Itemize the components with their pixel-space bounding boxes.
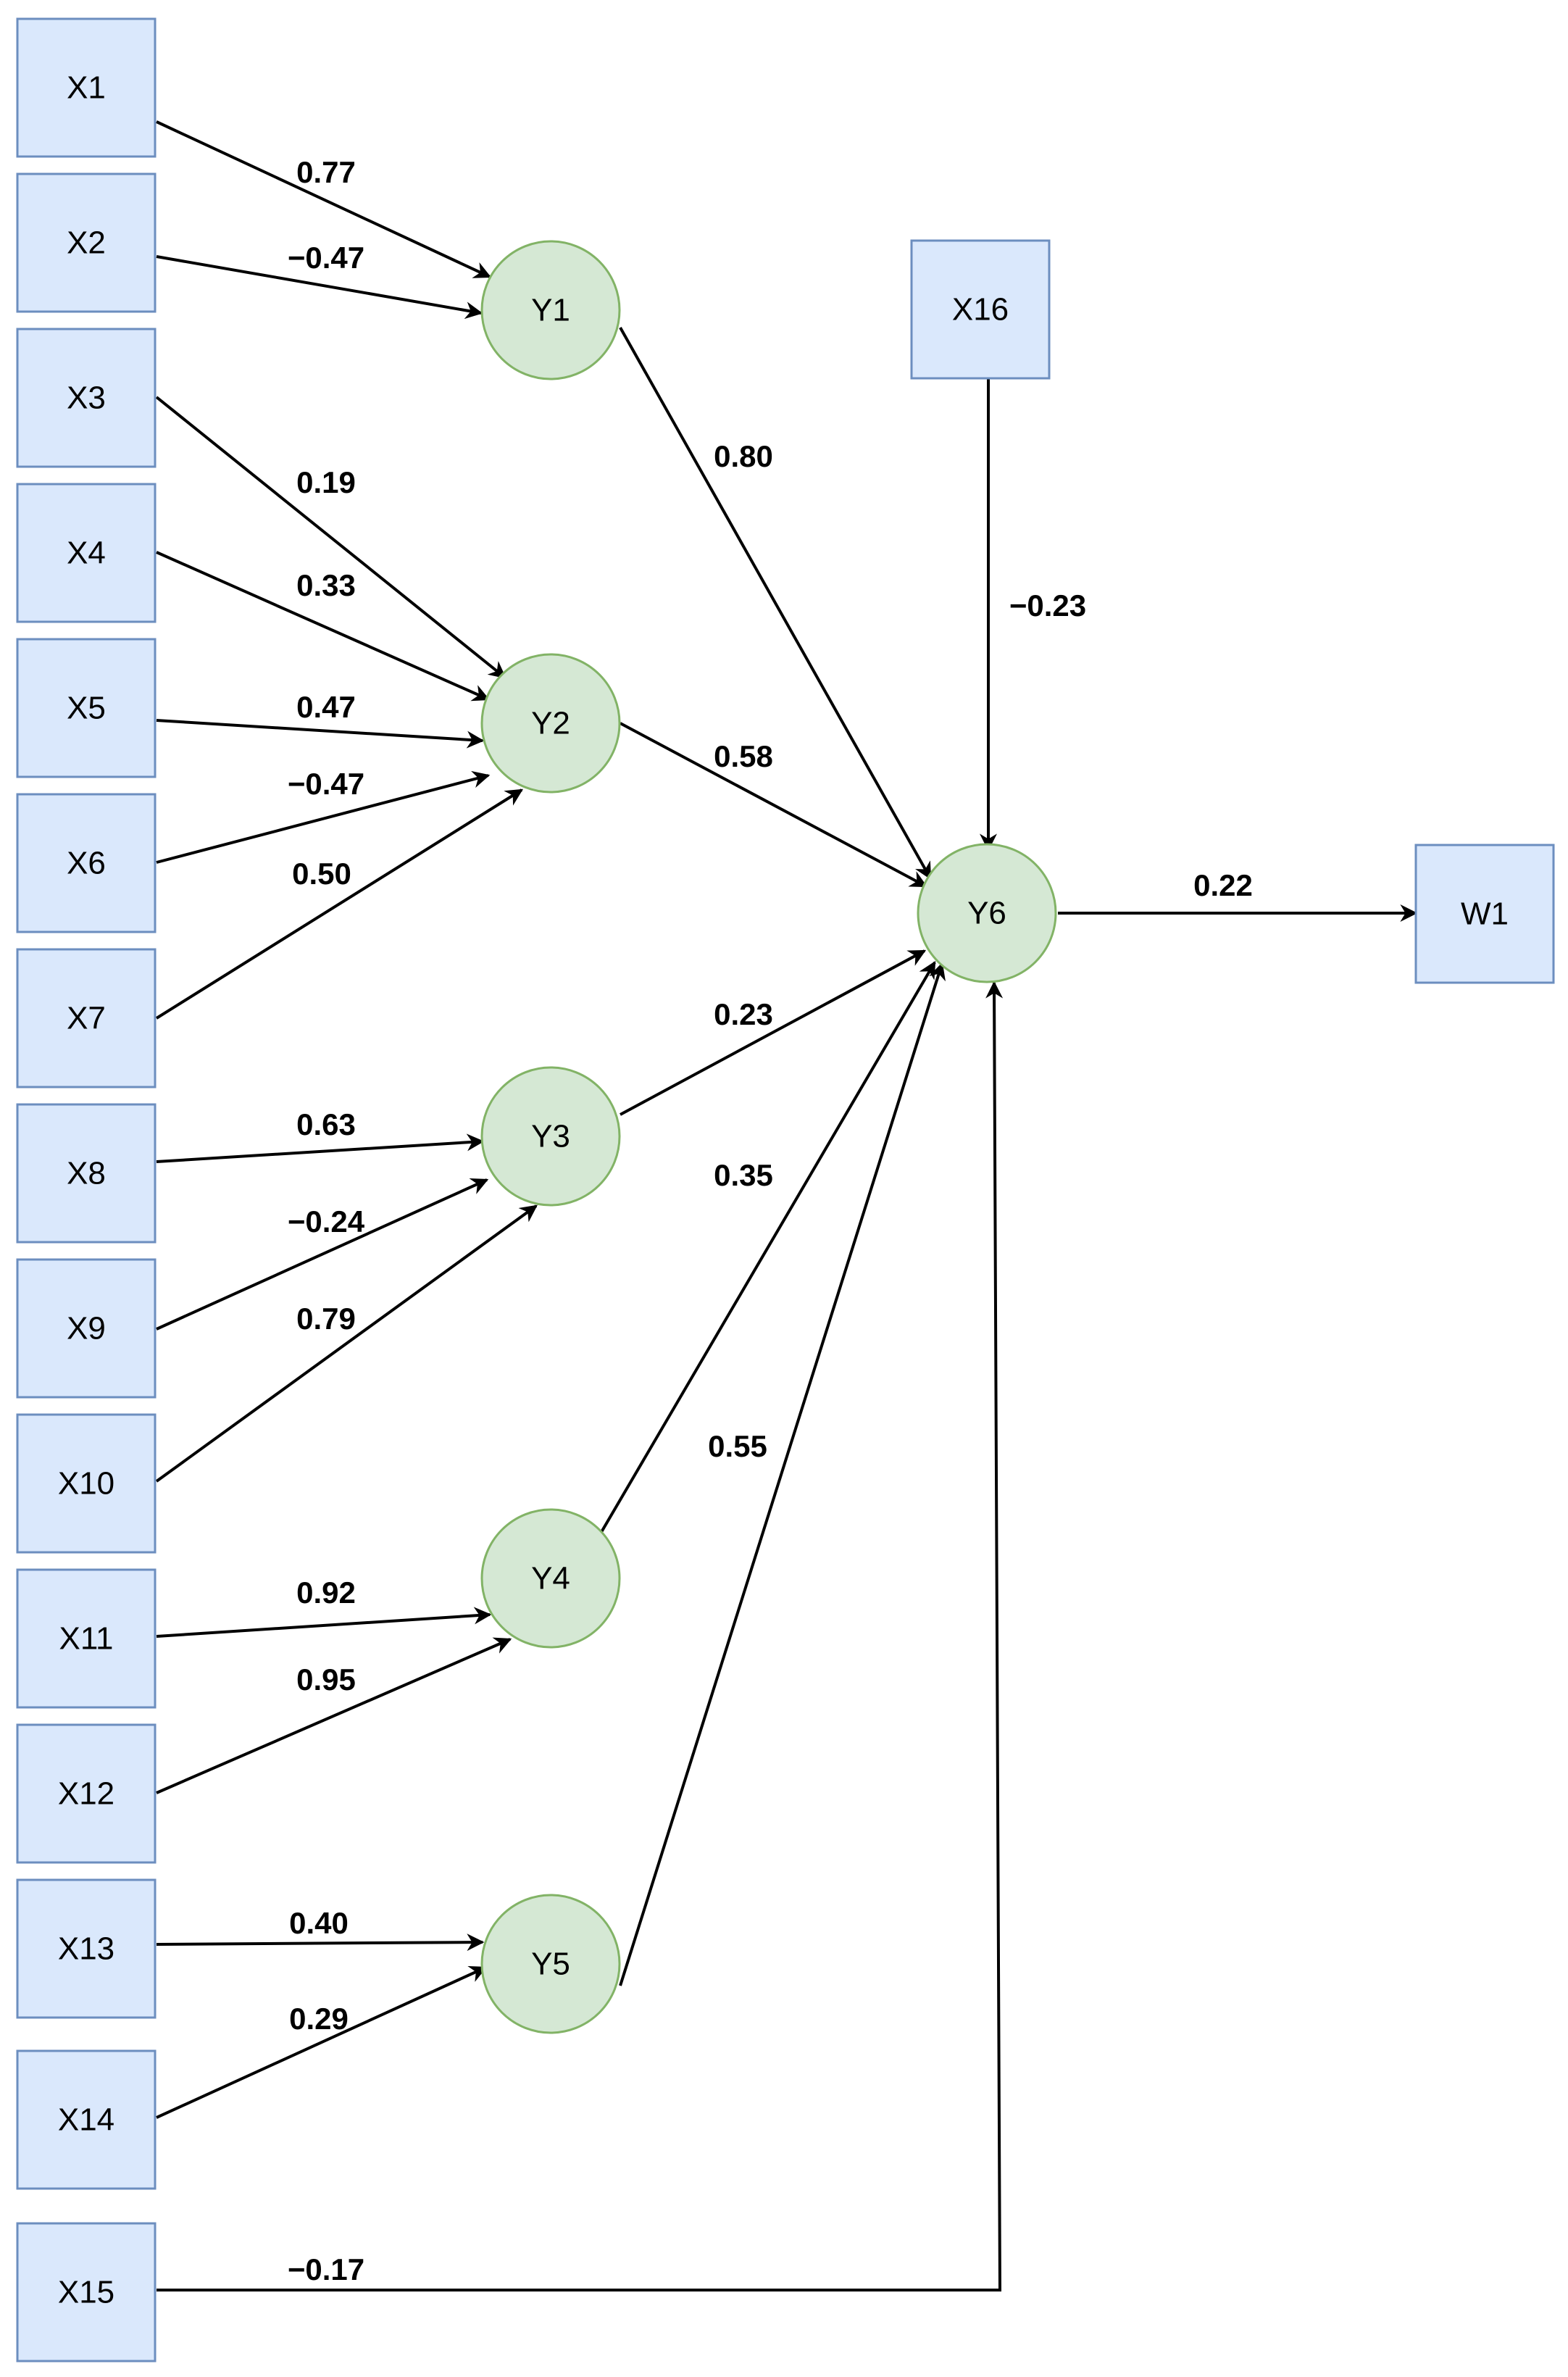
edge-x13-y5 [156,1933,485,1952]
edge-x15-y6 [157,981,1004,2291]
weight-x4-y2: 0.33 [296,568,356,602]
weight-x8-y3: 0.63 [296,1107,356,1141]
node-x11: X11 [16,1568,157,1709]
edge-y3-y6 [620,949,927,1116]
node-y1-label: Y1 [531,293,570,328]
node-x10-label: X10 [58,1466,114,1502]
node-w1-label: W1 [1461,896,1509,932]
node-y2-label: Y2 [531,706,570,741]
node-x16: X16 [910,239,1051,380]
node-x11-label: X11 [59,1621,113,1657]
weight-x2-y1: −0.47 [288,241,364,275]
node-x6-label: X6 [67,846,106,881]
node-x6: X6 [16,793,157,933]
edge-x7-y2 [155,788,524,1020]
edge-x5-y2 [156,719,485,749]
node-x2-label: X2 [67,225,106,261]
edge-x9-y3 [156,1178,489,1331]
weight-x14-y5: 0.29 [289,2002,349,2036]
node-y6-label: Y6 [967,896,1006,931]
x-nodes-group: X1 X2 X3 X4 X5 X6 X7 X8 X9 X10 X11 X12 X… [16,17,1555,2363]
edge-x2-y1 [156,255,483,320]
node-x4-label: X4 [67,536,106,571]
node-x13-label: X13 [58,1931,114,1967]
edge-x12-y4 [156,1637,512,1794]
weight-x12-y4: 0.95 [296,1662,356,1697]
weight-x7-y2: 0.50 [292,857,351,891]
weight-x15-y6: −0.17 [288,2252,364,2286]
node-w1: W1 [1414,844,1555,984]
node-x5-label: X5 [67,691,106,726]
node-y4: Y4 [480,1508,621,1649]
edge-x10-y3 [155,1204,538,1483]
node-y6: Y6 [917,843,1057,983]
edge-y4-y6 [600,960,936,1533]
node-x3: X3 [16,328,157,468]
node-x9: X9 [16,1258,157,1399]
weights-group: 0.77 −0.47 0.19 0.33 0.47 −0.47 0.50 0.6… [288,155,1253,2286]
node-x5: X5 [16,638,157,778]
node-x2: X2 [16,172,157,313]
y-nodes-group: Y1 Y2 Y3 Y4 Y5 Y6 [480,240,1057,2034]
weight-x13-y5: 0.40 [289,1906,349,1940]
node-x12: X12 [16,1723,157,1864]
node-x9-label: X9 [67,1311,106,1346]
node-x1: X1 [16,17,157,158]
edges-group [155,120,1418,2291]
edge-x14-y5 [156,1966,488,2119]
edge-x11-y4 [156,1607,492,1638]
node-x7-label: X7 [67,1001,106,1036]
node-x15-label: X15 [58,2275,114,2310]
edge-x4-y2 [156,551,491,702]
edge-x1-y1 [156,120,492,278]
node-x15: X15 [16,2222,157,2363]
node-x1-label: X1 [67,70,106,106]
weight-x5-y2: 0.47 [296,690,356,724]
node-x16-label: X16 [952,292,1009,328]
weight-y1-y6: 0.80 [714,439,773,473]
node-x3-label: X3 [67,380,106,416]
weight-x3-y2: 0.19 [296,465,356,499]
weight-x6-y2: −0.47 [288,767,364,801]
node-y1: Y1 [480,240,621,380]
weight-x1-y1: 0.77 [296,155,356,189]
edge-y1-y6 [619,327,932,881]
node-x8-label: X8 [67,1156,106,1191]
edge-x8-y3 [156,1133,485,1163]
edge-x3-y2 [155,396,506,679]
node-y4-label: Y4 [531,1561,570,1597]
node-x12-label: X12 [58,1776,114,1812]
node-x4: X4 [16,483,157,623]
weight-y6-w1: 0.22 [1193,868,1253,902]
node-x10: X10 [16,1413,157,1554]
weight-y4-y6: 0.35 [714,1158,773,1192]
edge-y2-y6 [620,722,928,888]
edge-x6-y2 [156,770,491,864]
node-y5-label: Y5 [531,1947,570,1982]
node-x14-label: X14 [58,2102,114,2138]
node-x13: X13 [16,1878,157,2019]
node-x7: X7 [16,948,157,1088]
weight-y5-y6: 0.55 [708,1429,767,1463]
node-y3-label: Y3 [531,1119,570,1154]
node-y3: Y3 [480,1066,621,1207]
node-x14: X14 [16,2049,157,2190]
weight-y2-y6: 0.58 [714,739,773,773]
node-y5: Y5 [480,1894,621,2034]
node-x8: X8 [16,1103,157,1244]
weight-x16-y6: −0.23 [1009,588,1086,623]
weight-x11-y4: 0.92 [296,1575,356,1610]
edge-y5-y6 [619,962,946,1986]
weight-x10-y3: 0.79 [296,1302,356,1336]
weight-x9-y3: −0.24 [288,1204,365,1239]
node-y2: Y2 [480,653,621,794]
weight-y3-y6: 0.23 [714,997,773,1031]
